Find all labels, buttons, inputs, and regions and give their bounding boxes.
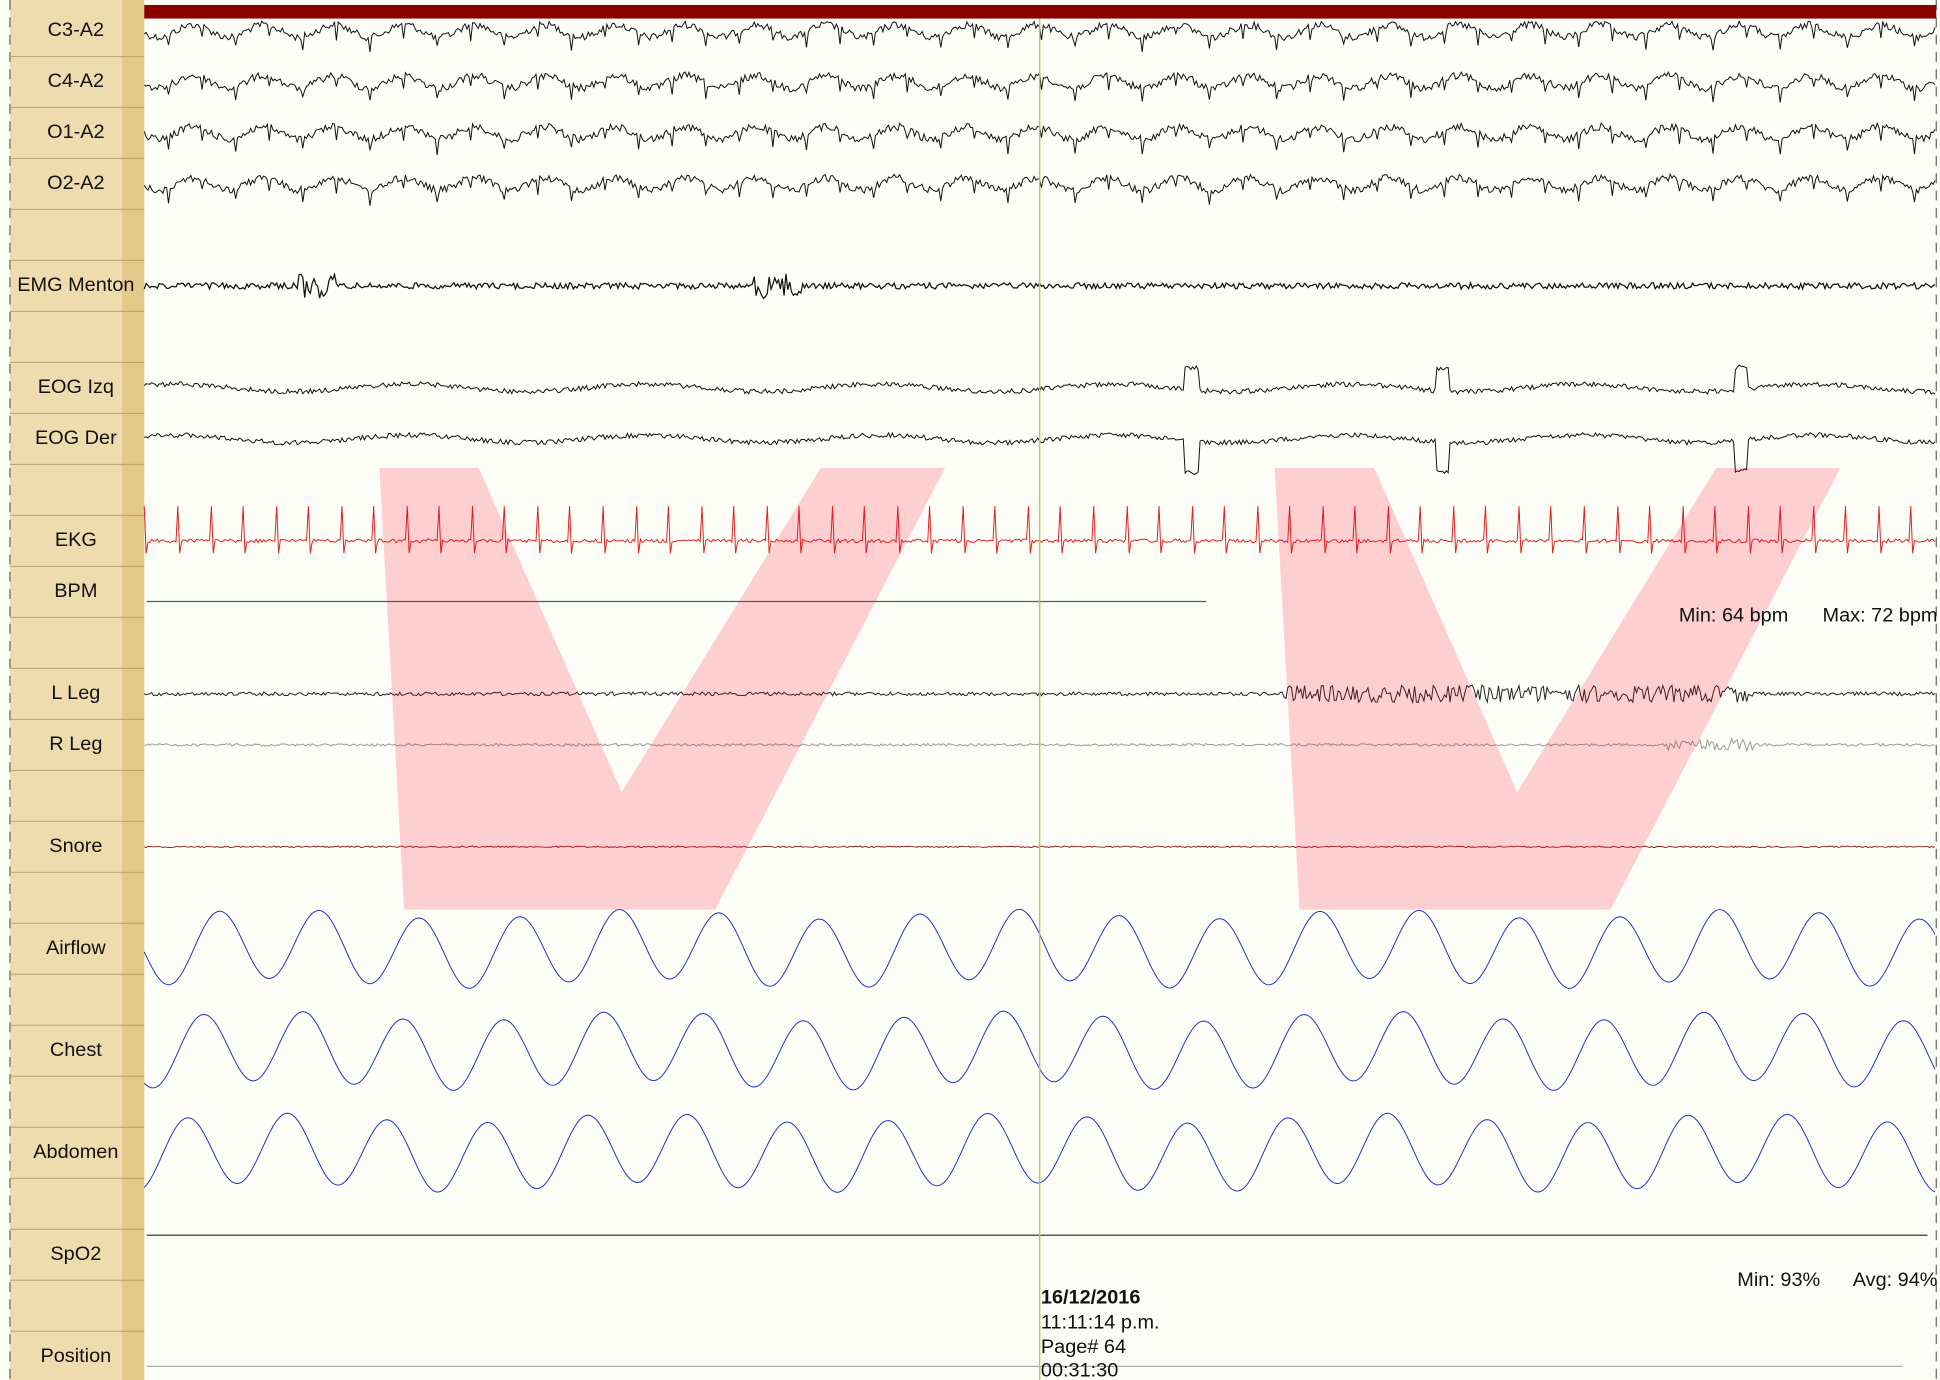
channel-label: Airflow [46, 937, 106, 959]
row-lines [9, 55, 145, 1332]
annotations: Max: 72 bpm Min: 64 bpm Avg: 94% Min: 93… [1041, 605, 1938, 1380]
channel-label: EOG Izq [38, 376, 114, 398]
channel-label: Position [40, 1345, 111, 1367]
channel-label: C4-A2 [48, 70, 104, 92]
channel-label: EMG Menton [17, 274, 134, 296]
cursor-elapsed: 00:31:30 [1041, 1360, 1118, 1380]
bpm-min: Min: 64 bpm [1679, 605, 1788, 627]
channel-label: EKG [55, 529, 97, 551]
channel-label: Abdomen [33, 1141, 118, 1163]
channel-label: O2-A2 [47, 172, 104, 194]
label-panel-edge [121, 0, 145, 1380]
channel-label: BPM [54, 580, 97, 602]
channel-label: SpO2 [50, 1243, 101, 1265]
cursor-page: Page# 64 [1041, 1336, 1126, 1358]
cursor-date: 16/12/2016 [1041, 1287, 1141, 1309]
channel-label: C3-A2 [48, 19, 104, 41]
watermark [379, 467, 1841, 910]
channel-label: O1-A2 [47, 121, 104, 143]
spo2-min: Min: 93% [1737, 1269, 1820, 1291]
channel-label: EOG Der [35, 427, 117, 449]
bpm-max: Max: 72 bpm [1823, 605, 1938, 627]
channel-label: Snore [49, 835, 102, 857]
channel-label: Chest [50, 1039, 102, 1061]
spo2-avg: Avg: 94% [1853, 1269, 1938, 1291]
channel-label: L Leg [51, 682, 100, 704]
channel-label: R Leg [49, 733, 102, 755]
channel-labels: C3-A2 C4-A2 O1-A2 O2-A2 EMG Menton EOG Izq EOG… [17, 19, 134, 1367]
cursor-time: 11:11:14 p.m. [1041, 1311, 1160, 1333]
top-bar [144, 4, 1937, 19]
